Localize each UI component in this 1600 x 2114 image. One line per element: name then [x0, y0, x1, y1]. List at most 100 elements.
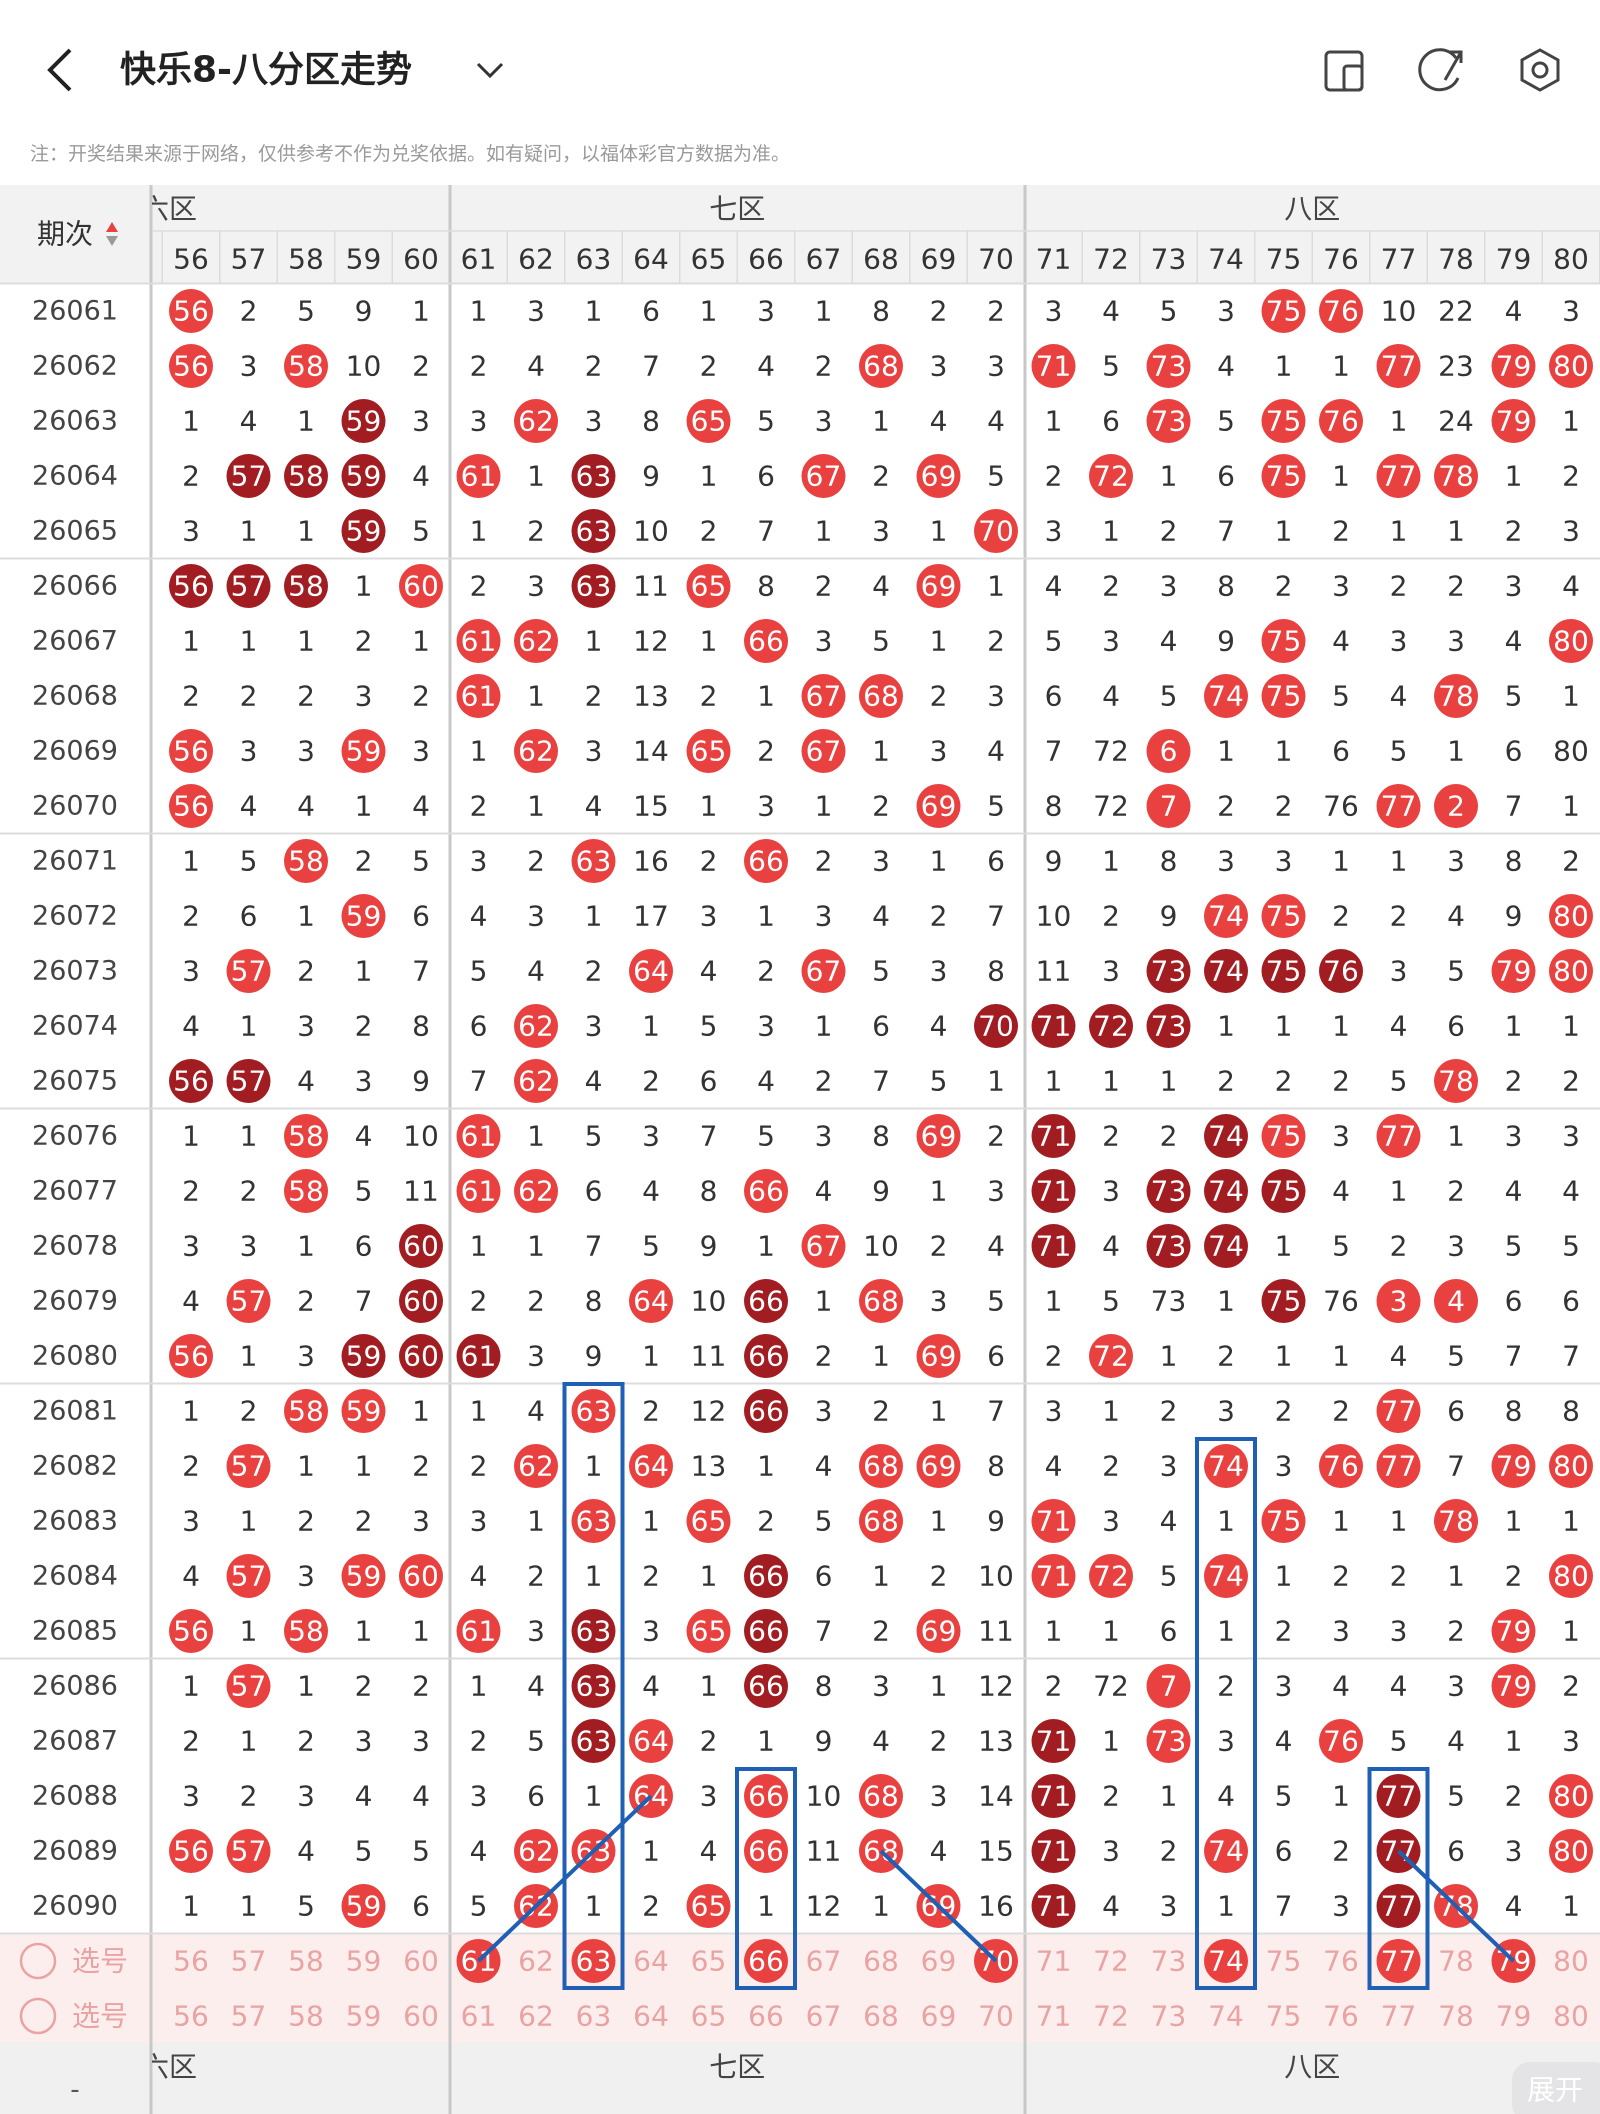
miss-count: 9: [1217, 625, 1235, 658]
hit-ball: [456, 1609, 501, 1653]
hit-number: 62: [518, 1065, 554, 1098]
hit-ball: [744, 1279, 788, 1323]
icon-layout[interactable]: [1324, 50, 1364, 92]
miss-count: 3: [585, 1010, 603, 1043]
miss-count: 5: [1332, 680, 1350, 713]
hit-ball: [341, 894, 386, 938]
hit-number: 75: [1266, 1285, 1302, 1318]
column-number: 70: [978, 243, 1014, 276]
miss-count: 80: [1553, 735, 1589, 768]
miss-count: 2: [1390, 900, 1408, 933]
miss-count: 1: [930, 845, 948, 878]
miss-count: 9: [815, 1725, 833, 1758]
miss-count: 2: [1505, 1065, 1523, 1098]
icon-settings[interactable]: [1520, 48, 1560, 92]
miss-count: 2: [527, 1285, 545, 1318]
hit-number: 79: [1496, 955, 1532, 988]
miss-count: 3: [355, 1725, 373, 1758]
miss-count: 73: [1151, 2000, 1187, 2033]
issue-number: 26075: [32, 1066, 118, 1097]
hit-ball: [916, 564, 961, 608]
miss-count: 3: [182, 515, 200, 548]
miss-count: 4: [355, 1780, 373, 1813]
miss-count: 67: [806, 1945, 842, 1978]
expand-label[interactable]: 展开: [1527, 2074, 1583, 2107]
miss-count: 23: [1438, 350, 1474, 383]
issue-header[interactable]: 期次: [37, 218, 93, 251]
hit-ball: [169, 1829, 213, 1873]
hit-ball: [284, 344, 328, 388]
hit-number: 67: [806, 735, 842, 768]
dropdown[interactable]: [476, 62, 504, 79]
hit-number: 62: [518, 735, 554, 768]
miss-count: 2: [1332, 900, 1350, 933]
miss-count: 5: [1275, 1780, 1293, 1813]
miss-count: 4: [240, 790, 258, 823]
miss-count: 1: [1390, 515, 1408, 548]
miss-count: 56: [173, 2000, 209, 2033]
hit-number: 60: [403, 1285, 439, 1318]
miss-count: 2: [815, 1065, 833, 1098]
hit-number: 66: [748, 1945, 784, 1978]
miss-count: 11: [806, 1835, 842, 1868]
issue-number: 26074: [32, 1011, 118, 1042]
miss-count: 2: [527, 845, 545, 878]
select-label[interactable]: 选号: [72, 1945, 128, 1978]
sort-down[interactable]: [106, 236, 118, 246]
miss-count: 1: [182, 405, 200, 438]
miss-count: 5: [527, 1725, 545, 1758]
miss-count: 2: [757, 1505, 775, 1538]
miss-count: 59: [346, 1945, 382, 1978]
hit-ball: [1146, 949, 1191, 993]
miss-count: 2: [987, 625, 1005, 658]
miss-count: 4: [527, 1395, 545, 1428]
hit-ball: [1031, 1774, 1076, 1818]
hit-number: 77: [1381, 1890, 1417, 1923]
miss-count: 1: [240, 1010, 258, 1043]
miss-count: 2: [1160, 515, 1178, 548]
select-radio[interactable]: [19, 1997, 57, 2035]
miss-count: 6: [1447, 1835, 1465, 1868]
hit-ball: [801, 454, 846, 498]
miss-count: 2: [1045, 460, 1063, 493]
hit-ball: [514, 1004, 558, 1048]
hit-ball: [1376, 1884, 1421, 1928]
hit-number: 71: [1036, 1175, 1072, 1208]
miss-count: 4: [470, 1560, 488, 1593]
miss-count: 2: [700, 350, 718, 383]
miss-count: 4: [1102, 1230, 1120, 1263]
icon-share[interactable]: [1418, 48, 1463, 92]
miss-count: 5: [1160, 1560, 1178, 1593]
miss-count: 4: [527, 1670, 545, 1703]
hit-number: 59: [346, 1560, 382, 1593]
miss-count: 4: [1102, 295, 1120, 328]
miss-count: 2: [757, 955, 775, 988]
hit-ball: [456, 1334, 501, 1378]
miss-count: 10: [1036, 900, 1072, 933]
miss-count: 57: [231, 2000, 267, 2033]
miss-count: 3: [1102, 955, 1120, 988]
select-radio[interactable]: [19, 1942, 57, 1980]
title: 快乐8-八分区走势: [120, 50, 412, 91]
back-button[interactable]: [47, 48, 72, 92]
miss-count: 3: [1217, 295, 1235, 328]
expand-button[interactable]: [1512, 2062, 1600, 2114]
sort-up[interactable]: [106, 222, 118, 232]
issue-number: 26068: [32, 681, 118, 712]
issue-number: 26089: [32, 1836, 118, 1867]
miss-count: 7: [1275, 1890, 1293, 1923]
miss-count: 77: [1381, 2000, 1417, 2033]
miss-count: 1: [1102, 1395, 1120, 1428]
hit-number: 79: [1496, 1450, 1532, 1483]
hit-number: 77: [1381, 790, 1417, 823]
miss-count: 73: [1151, 1945, 1187, 1978]
select-label[interactable]: 选号: [72, 2000, 128, 2033]
miss-count: 5: [412, 1835, 430, 1868]
column-number: 79: [1496, 243, 1532, 276]
miss-count: 2: [1562, 460, 1580, 493]
miss-count: 71: [1036, 1945, 1072, 1978]
column-number: 73: [1151, 243, 1187, 276]
miss-count: 3: [1562, 295, 1580, 328]
hit-ball: [341, 509, 386, 553]
